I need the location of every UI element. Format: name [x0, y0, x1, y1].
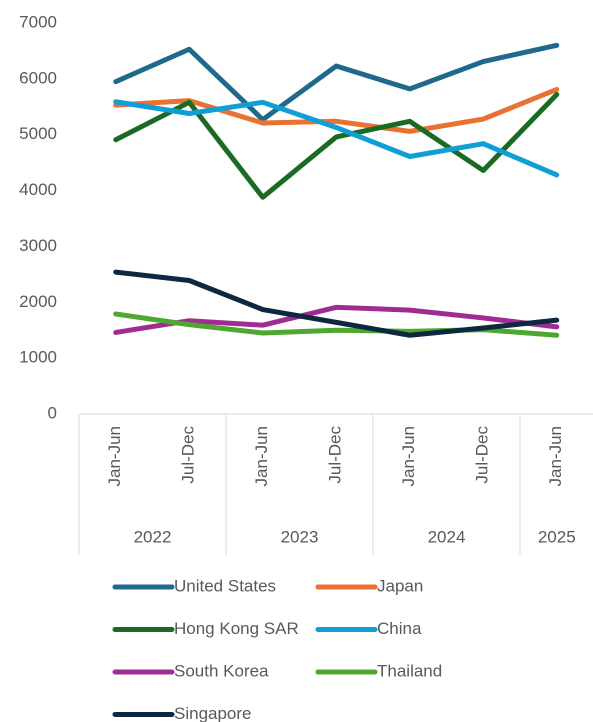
legend-label: United States — [174, 576, 276, 595]
y-tick-label: 2000 — [19, 292, 57, 311]
group-label: 2022 — [134, 527, 172, 546]
y-tick-label: 1000 — [19, 348, 57, 367]
y-tick-label: 5000 — [19, 124, 57, 143]
series-line — [113, 42, 560, 123]
legend-label: Hong Kong SAR — [174, 619, 299, 638]
y-tick-label: 7000 — [19, 12, 57, 31]
series-line — [113, 91, 560, 200]
x-tick-label: Jan-Jun — [546, 426, 565, 486]
group-label: 2025 — [538, 527, 576, 546]
x-tick-label: Jan-Jun — [399, 426, 418, 486]
legend-label: China — [377, 619, 422, 638]
x-tick-label: Jan-Jun — [105, 426, 124, 486]
y-tick-label: 3000 — [19, 236, 57, 255]
group-label: 2023 — [281, 527, 319, 546]
legend-label: Thailand — [377, 661, 442, 680]
group-label: 2024 — [428, 527, 466, 546]
series-line — [113, 304, 560, 335]
x-tick-label: Jul-Dec — [179, 426, 198, 484]
x-tick-label: Jan-Jun — [252, 426, 271, 486]
y-tick-label: 4000 — [19, 180, 57, 199]
x-tick-label: Jul-Dec — [326, 426, 345, 484]
x-tick-label: Jul-Dec — [473, 426, 492, 484]
series-line — [113, 269, 560, 338]
y-tick-label: 6000 — [19, 68, 57, 87]
legend-label: Singapore — [174, 704, 252, 722]
legend-label: Japan — [377, 576, 423, 595]
y-tick-label: 0 — [48, 403, 57, 422]
series-line — [113, 99, 560, 178]
legend-label: South Korea — [174, 661, 269, 680]
